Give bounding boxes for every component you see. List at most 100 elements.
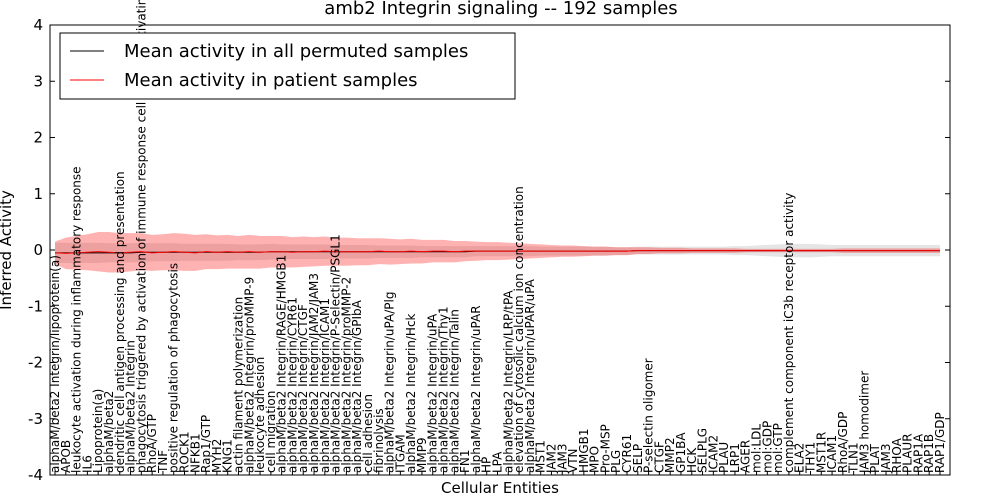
x-tick-label: cell adhesion — [361, 394, 375, 473]
y-tick-label: 4 — [33, 16, 43, 34]
x-tick-label: MMP2 — [663, 437, 677, 473]
x-tick-label: RAP1A — [911, 433, 925, 473]
x-tick-label: MPO — [588, 446, 602, 473]
x-tick-label: ICAM1 — [825, 435, 839, 473]
x-tick-label: PLG — [609, 450, 623, 473]
x-tick-label: alphaM/beta2 — [102, 391, 116, 473]
legend-label-patient: Mean activity in patient samples — [124, 70, 418, 91]
x-tick-label: Pro-MSP — [598, 424, 612, 473]
x-tick-label: alphaM/beta2 Integrin/lipoprotein(a) — [48, 255, 62, 473]
x-tick-label: alphaM/beta2 Integrin/CTGF — [296, 304, 310, 473]
x-axis: alphaM/beta2 Integrin/lipoprotein(a)APOB… — [48, 0, 947, 475]
x-tick-label: AGER — [739, 440, 753, 473]
x-tick-label: phagocytosis triggered by activation of … — [134, 0, 148, 473]
x-tick-label: alphaM/beta2 Integrin/uPAR — [469, 305, 483, 473]
x-tick-label: alphaM/beta2 Integrin/proMMP-9 — [242, 277, 256, 473]
x-tick-label: CTGF — [652, 441, 666, 473]
y-tick-label: 1 — [33, 185, 43, 203]
x-tick-label: FN1 — [458, 449, 472, 473]
legend: Mean activity in all permuted samples Me… — [59, 32, 516, 100]
x-tick-label: dendritic cell antigen processing and pr… — [113, 171, 127, 473]
y-tick-label: -4 — [28, 466, 43, 484]
x-tick-label: TNF — [156, 450, 170, 474]
x-tick-label: alphaM/beta2 Integrin/RAGE/HMGB1 — [275, 255, 289, 473]
x-tick-label: RAP1/GDP — [933, 412, 947, 473]
legend-box — [59, 32, 516, 100]
y-tick-label: 0 — [33, 241, 43, 259]
band-permuted — [55, 242, 940, 263]
x-tick-label: alphaM/beta2 Integrin/CYR61 — [285, 297, 299, 473]
x-tick-label: alphaM/beta2 Integrin/uPAR/uPA — [523, 278, 537, 473]
x-tick-label: alphaM/beta2 Integrin/ICAM1 — [318, 298, 332, 473]
x-tick-label: ELA2 — [793, 443, 807, 473]
x-tick-label: alphaM/beta2 Integrin/GPIbA — [350, 299, 364, 473]
x-tick-label: RhoA/GDP — [836, 412, 850, 473]
x-tick-label: alphaM/beta2 Integrin/P-Selectin/PSGL1 — [329, 234, 343, 473]
x-tick-label: JAM3 homodimer — [857, 371, 871, 474]
x-tick-label: alphaM/beta2 Integrin/LRP/tPA — [501, 290, 515, 473]
legend-label-permuted: Mean activity in all permuted samples — [124, 41, 468, 62]
x-tick-label: RAP1B — [922, 434, 936, 473]
x-tick-label: alphaM/beta2 Integrin/Thy1 — [437, 306, 451, 473]
x-tick-label: GP1BA — [674, 432, 688, 473]
x-tick-label: alphaM/beta2 Integrin/uPA — [426, 313, 440, 473]
x-tick-label: positive regulation of phagocytosis — [167, 263, 181, 473]
x-tick-label: complement component iC3b receptor activ… — [782, 193, 796, 473]
x-tick-label: alphaM/beta2 Integrin/JAM2/JAM3 — [307, 273, 321, 473]
x-tick-label: MST1 — [534, 440, 548, 473]
x-tick-label: HCK — [685, 447, 699, 473]
x-tick-label: alphaM/beta2 Integrin — [124, 340, 138, 473]
x-tick-label: Rap1/GTP — [199, 415, 213, 473]
band-patient — [55, 232, 940, 273]
line-patient — [54, 250, 940, 254]
y-tick-label: 3 — [33, 72, 43, 90]
y-axis-label: Inferred Activity — [0, 190, 15, 310]
x-tick-label: MYH2 — [210, 439, 224, 473]
x-tick-label: mol:LDL — [750, 424, 764, 473]
x-tick-label: KNG1 — [221, 439, 235, 473]
x-tick-label: RHOA — [890, 437, 904, 473]
x-tick-label: IL6 — [80, 455, 94, 473]
x-tick-label: cell migration — [264, 391, 278, 473]
x-tick-label: SELP — [631, 444, 645, 473]
x-tick-label: APOB — [59, 440, 73, 473]
y-tick-label: 2 — [33, 129, 43, 147]
chart-title: amb2 Integrin signaling -- 192 samples — [324, 0, 677, 19]
x-tick-label: JAM3 — [879, 443, 893, 474]
x-tick-label: mol:GDP — [760, 421, 774, 473]
x-tick-label: P-selectin oligomer — [642, 358, 656, 473]
confidence-bands — [55, 232, 940, 273]
x-tick-label: MST1R — [814, 432, 828, 473]
x-tick-label: MMP9 — [415, 437, 429, 473]
x-tick-label: TLN1 — [847, 442, 861, 474]
x-axis-label: Cellular Entities — [441, 479, 559, 497]
x-tick-label: PLAU — [717, 442, 731, 473]
x-tick-label: actin filament polymerization — [231, 297, 245, 473]
x-tick-label: SELPLG — [696, 428, 710, 473]
x-tick-label: alphaM/beta2 Integrin/uPA/Plg — [383, 292, 397, 473]
x-tick-label: leukocyte activation during inflammatory… — [70, 166, 84, 473]
x-tick-label: NFKB1 — [188, 433, 202, 473]
series-lines — [54, 250, 940, 254]
x-tick-label: mol:GTP — [771, 423, 785, 473]
x-tick-label: JAM2 — [544, 443, 558, 474]
x-tick-label: HMGB1 — [577, 428, 591, 473]
x-tick-label: CYR61 — [620, 434, 634, 473]
x-tick-label: LPA — [491, 451, 505, 473]
x-tick-label: LRP1 — [728, 443, 742, 473]
y-axis: -4 -3 -2 -1 0 1 2 3 4 — [28, 16, 950, 484]
y-tick-label: -2 — [28, 354, 43, 372]
x-tick-label: ITGAM — [393, 434, 407, 473]
x-tick-label: leukocyte adhesion — [253, 357, 267, 473]
x-tick-label: THY1 — [803, 442, 817, 474]
x-tick-label: Lipoprotein(a) — [91, 389, 105, 473]
x-tick-label: alphaM/beta2 Integrin/Talin — [447, 309, 461, 473]
x-tick-label: elevation of cytosolic calcium ion conce… — [512, 186, 526, 473]
x-tick-label: RhoA/GTP — [145, 414, 159, 473]
x-tick-label: JAM3 — [555, 443, 569, 474]
plot-area: -4 -3 -2 -1 0 1 2 3 4 alphaM/beta2 Integrin/lipo… — [28, 0, 951, 484]
x-tick-label: alphaM/beta2 Integrin/Hck — [404, 313, 418, 473]
x-tick-label: alphaM/beta2 Integrin/proMMP-2 — [339, 277, 353, 473]
x-tick-label: PLAT — [868, 444, 882, 473]
x-tick-label: fibrinolysis — [372, 408, 386, 473]
